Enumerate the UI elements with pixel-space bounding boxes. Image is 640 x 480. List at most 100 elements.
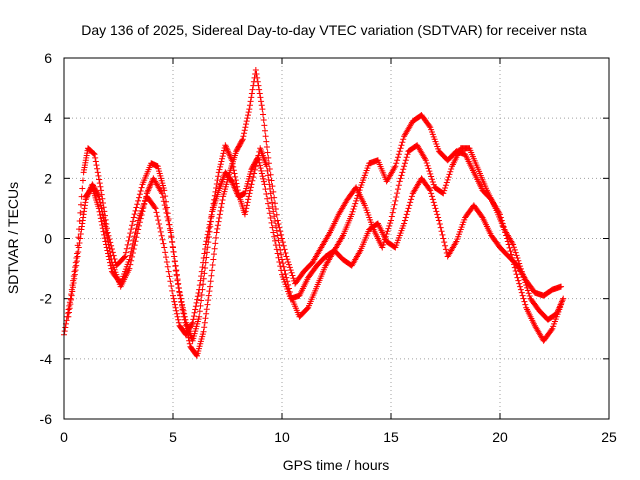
data-point [264, 195, 271, 202]
data-point [515, 277, 522, 284]
data-point [177, 295, 184, 302]
data-point [406, 202, 413, 209]
data-point [137, 187, 144, 194]
data-point [200, 275, 207, 282]
data-point [204, 301, 211, 308]
data-point [77, 235, 84, 242]
data-point [92, 158, 99, 165]
data-point [442, 246, 449, 253]
data-point [426, 168, 433, 175]
data-point [127, 230, 134, 237]
data-point [123, 245, 130, 252]
data-point [390, 205, 397, 212]
data-point [186, 337, 193, 344]
data-point [122, 253, 129, 260]
data-point [195, 289, 202, 296]
data-point [243, 121, 250, 128]
data-point [135, 197, 142, 204]
data-point [219, 196, 226, 203]
data-point [250, 174, 257, 181]
data-point [196, 286, 203, 293]
data-point [478, 213, 485, 220]
data-point [282, 270, 289, 277]
data-point [199, 264, 206, 271]
data-point [282, 249, 289, 256]
data-point [428, 173, 435, 180]
data-point [520, 295, 527, 302]
data-point [191, 309, 198, 316]
data-point [436, 221, 443, 228]
data-point [216, 215, 223, 222]
data-point [165, 217, 172, 224]
data-point [217, 207, 224, 214]
data-point [304, 305, 311, 312]
data-point [209, 261, 216, 268]
data-point [403, 211, 410, 218]
x-tick-labels: 0 5 10 15 20 25 [60, 429, 617, 445]
data-point [247, 98, 254, 105]
data-point [99, 211, 106, 218]
data-point [401, 217, 408, 224]
data-point [548, 326, 555, 333]
data-point [219, 153, 226, 160]
data-point [202, 246, 209, 253]
data-point [514, 255, 521, 262]
data-point [156, 221, 163, 228]
data-point [214, 225, 221, 232]
data-point [171, 258, 178, 265]
x-tick-label: 15 [383, 429, 399, 445]
data-point [215, 169, 222, 176]
data-point [168, 283, 175, 290]
data-point [73, 258, 80, 265]
data-point [242, 208, 249, 215]
data-point [263, 190, 270, 197]
data-point [202, 241, 209, 248]
data-point [426, 122, 433, 129]
data-point [78, 201, 85, 208]
data-point [129, 240, 136, 247]
data-point [130, 237, 137, 244]
data-point [437, 224, 444, 231]
data-point [265, 176, 272, 183]
data-point [75, 249, 82, 256]
data-point [401, 163, 408, 170]
data-point [404, 151, 411, 158]
data-point [512, 249, 519, 256]
data-point [262, 133, 269, 140]
data-point [198, 292, 205, 299]
data-point [245, 109, 252, 116]
data-point [101, 235, 108, 242]
data-point [133, 204, 140, 211]
data-point [96, 196, 103, 203]
data-point [156, 224, 163, 231]
data-point [427, 187, 434, 194]
data-point [131, 233, 138, 240]
data-point [430, 199, 437, 206]
data-point [158, 232, 165, 239]
data-point [79, 185, 86, 192]
data-point [96, 208, 103, 215]
data-point [101, 231, 108, 238]
data-point [190, 313, 197, 320]
data-point [62, 324, 69, 331]
data-point [257, 165, 264, 172]
data-point [160, 240, 167, 247]
data-point [272, 206, 279, 213]
data-point [408, 193, 415, 200]
data-point [273, 246, 280, 253]
data-point [134, 221, 141, 228]
data-point [396, 148, 403, 155]
data-point [394, 186, 401, 193]
y-tick-label: 6 [44, 50, 52, 66]
data-point [211, 245, 218, 252]
data-point [157, 228, 164, 235]
data-point [425, 165, 432, 172]
data-point [159, 194, 166, 201]
data-point [100, 228, 107, 235]
data-point [266, 210, 273, 217]
y-tick-label: -6 [40, 411, 53, 427]
data-point [285, 258, 292, 265]
data-point [401, 160, 408, 167]
data-point [171, 301, 178, 308]
data-point [276, 258, 283, 265]
